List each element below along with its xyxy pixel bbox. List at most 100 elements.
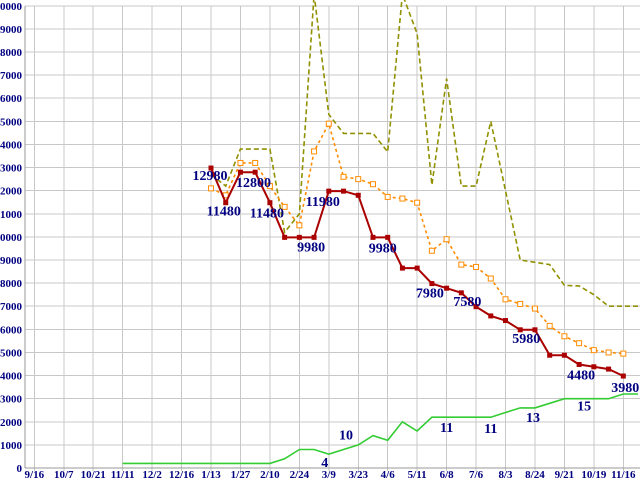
price-low-value-label: 12980 <box>193 169 228 184</box>
price-mid-marker <box>311 148 318 155</box>
x-axis-tick-label: 9/16 <box>25 469 45 480</box>
store-count-line <box>122 393 638 465</box>
grid-lines <box>25 5 640 471</box>
y-axis-tick-label: 18000 <box>0 47 23 59</box>
x-axis-tick-label: 2/24 <box>290 469 310 480</box>
x-axis-tick-label: 12/2 <box>142 469 162 480</box>
price-low-marker <box>576 361 582 367</box>
y-axis-tick-label: 5000 <box>0 347 23 359</box>
store-count-series <box>122 393 638 465</box>
price-mid-series <box>208 120 627 357</box>
store-count-value-label: 11 <box>484 422 497 437</box>
price-low-marker <box>429 281 435 287</box>
price-mid-marker <box>502 296 509 303</box>
price-mid-marker <box>576 340 583 347</box>
store-count-value-label: 13 <box>526 411 540 426</box>
price-low-marker <box>208 165 214 171</box>
price-mid-marker <box>325 120 332 127</box>
x-axis-tick-label: 7/6 <box>469 469 484 480</box>
price-mid-marker <box>369 181 376 188</box>
price-low-marker <box>561 352 567 358</box>
price-low-marker <box>326 188 332 194</box>
price-low-marker <box>237 169 243 175</box>
price-low-series <box>208 165 626 379</box>
store-count-value-label: 15 <box>577 400 591 415</box>
price-low-marker <box>444 285 450 291</box>
price-mid-marker <box>458 261 465 268</box>
store-count-value-label: 11 <box>440 421 453 436</box>
price-mid-marker <box>414 199 421 206</box>
store-count-value-label: 10 <box>339 429 353 444</box>
x-axis-tick-label: 8/24 <box>525 469 545 480</box>
y-axis-tick-label: 17000 <box>0 70 23 82</box>
price-low-marker <box>399 265 405 271</box>
y-axis-tick-label: 10000 <box>0 232 23 244</box>
price-mid-marker <box>605 349 612 356</box>
price-low-value-label: 7580 <box>453 295 481 310</box>
price-low-marker <box>370 234 376 240</box>
y-axis-tick-label: 15000 <box>0 116 23 128</box>
x-axis-tick-label: 2/10 <box>260 469 280 480</box>
price-low-marker <box>606 366 612 372</box>
x-axis-tick-label: 5/11 <box>408 469 427 480</box>
price-mid-marker <box>473 263 480 270</box>
y-axis-tick-label: 0 <box>17 463 23 475</box>
price-low-marker <box>488 313 494 319</box>
price-mid-marker <box>340 173 347 180</box>
y-axis-tick-label: 19000 <box>0 24 23 36</box>
y-axis-tick-label: 1000 <box>0 440 23 452</box>
price-low-marker <box>517 327 523 333</box>
price-mid-marker <box>546 322 553 329</box>
price-high-line <box>210 0 638 308</box>
y-axis-tick-label: 4000 <box>0 371 23 383</box>
price-mid-marker <box>384 193 391 200</box>
price-mid-marker <box>355 176 362 183</box>
price-low-value-label: 11980 <box>306 195 340 210</box>
price-mid-marker <box>428 247 435 254</box>
price-mid-marker <box>620 350 627 357</box>
store-count-value-label: 4 <box>321 456 328 471</box>
price-low-marker <box>282 234 288 240</box>
price-low-marker <box>547 352 553 358</box>
price-low-value-label: 3980 <box>611 381 639 396</box>
price-low-marker <box>223 200 229 206</box>
price-mid-marker <box>399 195 406 202</box>
price-low-value-label: 9980 <box>297 240 325 255</box>
price-low-value-label: 7980 <box>416 287 444 302</box>
price-mid-marker <box>561 333 568 340</box>
y-axis-tick-label: 16000 <box>0 93 23 105</box>
y-axis-tick-label: 20000 <box>0 1 23 13</box>
price-low-marker <box>532 327 538 333</box>
x-axis-tick-label: 3/9 <box>322 469 337 480</box>
price-high-series <box>210 0 638 308</box>
price-mid-marker <box>517 300 524 307</box>
price-mid-marker <box>590 347 597 354</box>
price-low-marker <box>591 364 597 370</box>
x-axis-tick-label: 9/21 <box>555 469 575 480</box>
x-axis-tick-label: 3/23 <box>348 469 368 480</box>
price-low-marker <box>620 373 626 379</box>
price-mid-marker <box>443 236 450 243</box>
y-axis-tick-label: 2000 <box>0 417 23 429</box>
price-mid-marker <box>208 185 214 192</box>
price-mid-marker <box>252 159 259 166</box>
price-mid-marker <box>281 203 288 210</box>
price-low-marker <box>252 169 258 175</box>
price-low-marker <box>267 200 273 206</box>
axes <box>24 5 640 469</box>
price-low-value-label: 12800 <box>236 176 271 191</box>
price-low-marker <box>311 234 317 240</box>
price-low-marker <box>355 192 361 198</box>
price-mid-marker <box>266 183 273 190</box>
x-axis-tick-label: 1/27 <box>231 469 251 480</box>
price-low-marker <box>503 318 508 324</box>
x-axis-tick-label: 11/16 <box>611 469 636 480</box>
price-low-value-label: 11480 <box>207 205 241 220</box>
x-axis-tick-label: 10/7 <box>54 469 74 480</box>
x-axis-tick-label: 8/3 <box>498 469 513 480</box>
price-low-value-label: 11480 <box>250 207 284 222</box>
x-axis-tick-label: 12/16 <box>169 469 195 480</box>
value-labels: 12980 11480 12800 11480 9980 11980 9980 7980 758… <box>193 169 640 471</box>
